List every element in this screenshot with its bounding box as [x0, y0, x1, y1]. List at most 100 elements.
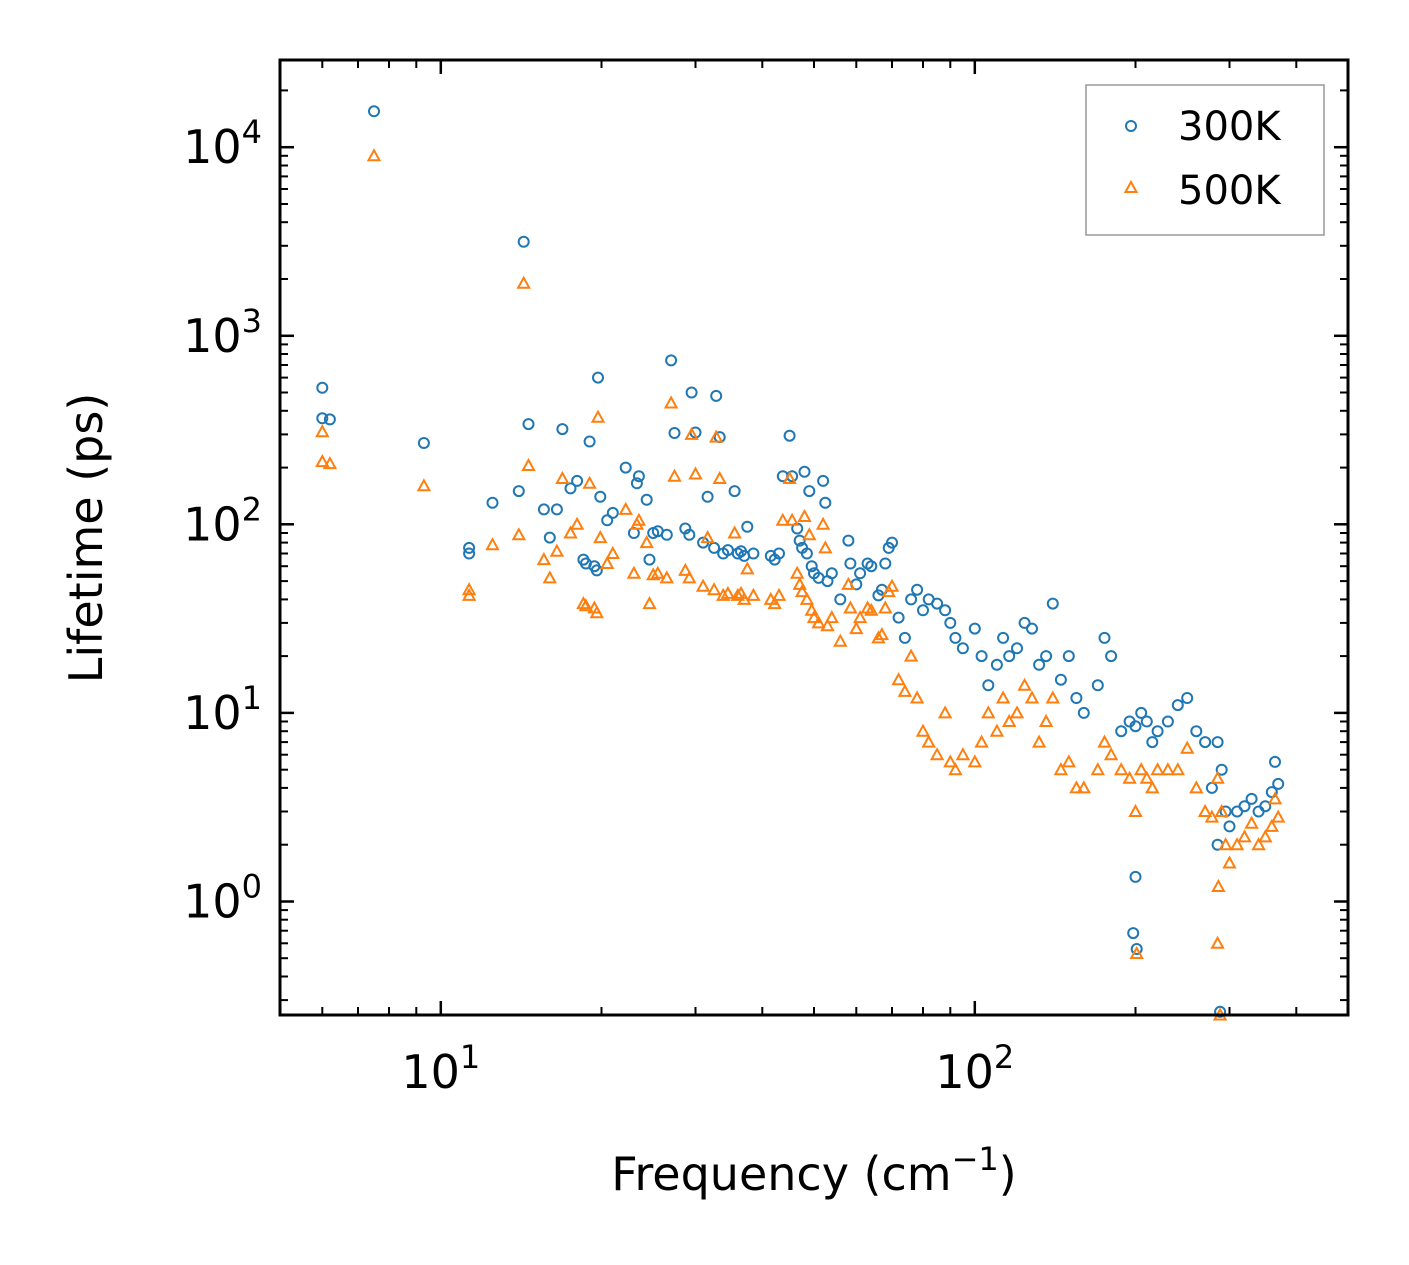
point-300k: [571, 474, 584, 487]
point-300k: [819, 496, 832, 509]
point-500k: [799, 591, 815, 605]
point-300k: [463, 547, 476, 560]
point-300k: [834, 593, 847, 606]
point-300k: [594, 490, 607, 503]
x-tick-label-base: 10: [401, 1045, 460, 1099]
point-300k: [685, 386, 698, 399]
point-500k: [1160, 762, 1176, 776]
point-500k: [1229, 837, 1245, 851]
point-300k: [944, 616, 957, 629]
point-300k: [1003, 650, 1016, 663]
point-500k: [1204, 809, 1220, 823]
point-500k: [790, 565, 805, 579]
x-axis-title-sup: −1: [952, 1140, 999, 1178]
point-500k: [576, 596, 591, 610]
point-500k: [1237, 829, 1252, 843]
point-500k: [871, 630, 886, 644]
point-300k: [1190, 725, 1203, 738]
point-300k: [564, 482, 577, 495]
x-tick-label-exp: 2: [994, 1038, 1014, 1076]
point-500k: [802, 527, 817, 541]
point-500k: [605, 545, 620, 559]
point-500k: [709, 429, 724, 443]
point-500k: [1061, 754, 1076, 768]
point-300k: [1091, 679, 1104, 692]
point-300k: [805, 560, 818, 573]
point-300k: [1272, 777, 1285, 790]
point-300k: [550, 503, 563, 516]
point-500k: [1128, 803, 1143, 817]
point-300k: [417, 437, 430, 449]
y-tick-label: 104: [183, 113, 262, 174]
point-300k: [710, 389, 723, 402]
point-500k: [1097, 734, 1112, 748]
point-500k: [1170, 762, 1185, 776]
point-500k: [315, 424, 330, 438]
legend-label-500k: 500K: [1178, 168, 1282, 214]
point-300k: [731, 547, 744, 560]
point-500k: [767, 596, 782, 610]
point-500k: [818, 540, 833, 554]
point-500k: [929, 747, 945, 761]
x-tick-label: 102: [935, 1038, 1014, 1099]
point-300k: [783, 429, 796, 442]
point-300k: [668, 427, 681, 439]
point-500k: [1038, 713, 1054, 727]
point-500k: [1069, 780, 1084, 794]
point-500k: [1258, 829, 1273, 843]
point-500k: [366, 148, 382, 162]
point-500k: [1197, 803, 1213, 817]
point-300k: [773, 547, 785, 560]
point-500k: [1189, 780, 1204, 794]
point-500k: [1090, 762, 1105, 776]
point-500k: [682, 570, 697, 584]
point-500k: [921, 734, 936, 748]
point-300k: [798, 465, 811, 478]
point-300k: [949, 631, 962, 644]
point-500k: [989, 723, 1005, 737]
point-500k: [771, 587, 787, 601]
legend: 300K 500K: [1085, 84, 1325, 236]
point-300k: [1070, 692, 1083, 704]
point-300k: [1129, 720, 1142, 733]
point-300k: [905, 593, 918, 606]
point-500k: [1145, 780, 1160, 794]
point-300k: [1046, 597, 1059, 610]
point-300k: [803, 485, 816, 498]
point-500k: [1251, 837, 1266, 851]
point-500k: [555, 470, 570, 484]
point-300k: [1214, 1005, 1227, 1018]
point-300k: [1161, 715, 1174, 728]
series-500k: [315, 148, 1286, 1021]
point-300k: [512, 485, 525, 498]
point-500k: [811, 615, 826, 629]
point-500k: [937, 705, 953, 719]
point-500k: [1053, 762, 1069, 776]
point-500k: [569, 516, 585, 530]
point-300k: [368, 105, 380, 118]
point-500k: [1017, 677, 1032, 691]
point-500k: [915, 723, 931, 737]
point-300k: [1129, 870, 1142, 883]
point-300k: [1146, 736, 1159, 749]
point-500k: [315, 454, 330, 468]
point-500k: [1134, 762, 1149, 776]
y-tick-label: 100: [183, 868, 262, 929]
point-500k: [1210, 935, 1225, 949]
point-300k: [1040, 650, 1053, 663]
point-500k: [631, 512, 647, 526]
point-300k: [1018, 616, 1031, 629]
point-300k: [660, 528, 673, 541]
point-500k: [521, 457, 536, 471]
point-300k: [975, 650, 988, 663]
point-300k: [556, 423, 569, 436]
point-300k: [898, 631, 911, 644]
point-500k: [695, 578, 711, 592]
point-300k: [486, 496, 499, 509]
point-300k: [1140, 715, 1153, 728]
point-500k: [740, 561, 755, 575]
point-300k: [630, 477, 643, 490]
point-500k: [516, 275, 531, 289]
point-500k: [639, 535, 654, 549]
